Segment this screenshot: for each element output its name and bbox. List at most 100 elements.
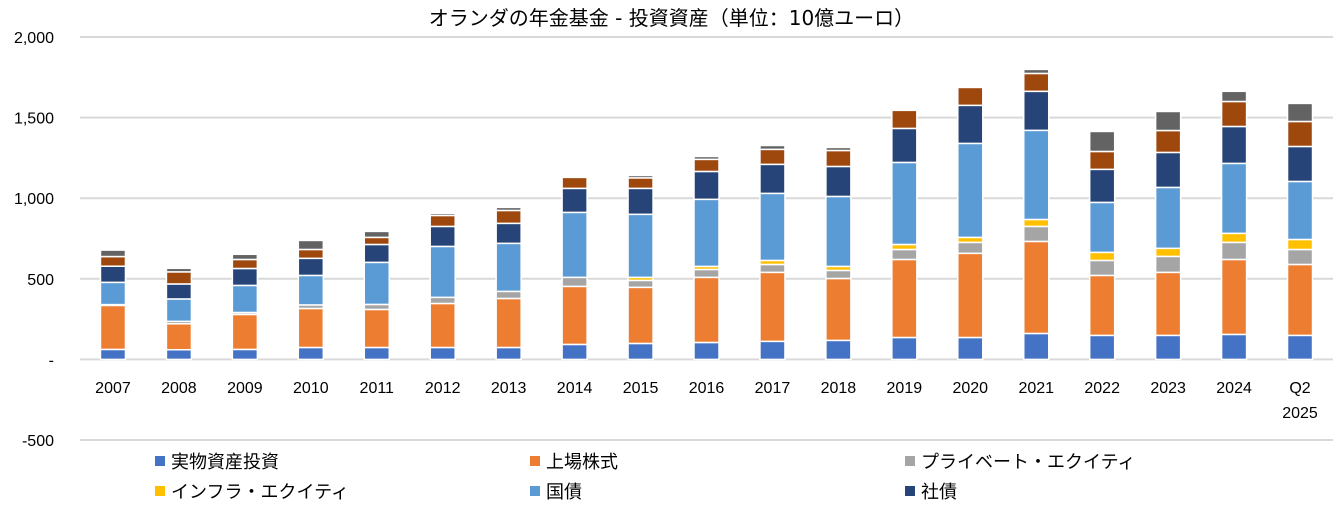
bar-stack [561,176,588,361]
y-tick-label: -500 [22,433,54,450]
bar-segment-series-0 [561,343,588,361]
legend-item: 実物資産投資 [155,448,279,474]
bar-segment-series-7 [429,212,456,217]
bar-segment-series-4 [1022,129,1050,221]
bar-segment-series-3 [1286,238,1314,251]
bar-segment-series-4 [99,281,127,306]
bar-segment-series-2 [1022,225,1050,243]
bar-stack [1286,102,1314,361]
bar-segment-series-5 [495,222,522,245]
bar-segment-series-6 [627,177,654,190]
bar-segment-series-5 [1088,168,1116,204]
bar-segment-series-6 [561,176,588,190]
bar-segment-series-4 [561,211,588,279]
bar-segment-series-4 [363,261,391,306]
bar-segment-series-5 [561,187,588,214]
bar-segment-series-0 [495,346,522,361]
bar-segment-series-1 [1022,240,1050,335]
x-tick-label: Q2 2025 [1282,380,1318,422]
bar-segment-series-5 [429,225,456,248]
bar-segment-series-1 [561,285,588,346]
bar-segment-series-4 [1286,180,1314,241]
bar-stack [891,109,918,361]
bar-segment-series-6 [429,214,456,228]
bar-segment-series-6 [1220,100,1248,128]
legend-label: 実物資産投資 [171,452,279,473]
bar-segment-series-7 [363,230,391,239]
bar-segment-series-4 [759,192,786,262]
bar-segment-series-7 [825,146,852,152]
legend-swatch [155,456,165,466]
bar-segment-series-0 [1022,332,1050,361]
bar-segment-series-0 [165,348,193,361]
bar-segment-series-2 [495,290,522,300]
bar-segment-series-0 [99,348,127,361]
bar-stack [957,86,984,361]
x-tick-label: 2020 [952,380,988,397]
bar-segment-series-5 [1220,125,1248,165]
bar-segment-series-4 [495,242,522,293]
bar-segment-series-2 [561,276,588,288]
bar-segment-series-0 [1154,334,1182,361]
legend-swatch [530,456,540,466]
legend-label: 上場株式 [546,452,618,473]
legend-label: 国債 [546,482,582,503]
bar-segment-series-1 [1088,274,1116,337]
bar-segment-series-7 [99,249,127,258]
bar-segment-series-7 [693,155,720,161]
bar-stack [627,174,654,361]
bar-segment-series-7 [627,174,654,179]
x-tick-label: 2015 [623,380,659,397]
bar-segment-series-6 [957,86,984,107]
x-tick-label: 2010 [293,380,329,397]
bar-segment-series-5 [891,127,918,164]
legend-item: プライベート・エクイティ [905,448,1136,474]
bar-segment-series-5 [297,257,325,277]
bar-segment-series-4 [693,198,720,268]
x-tick-label: 2018 [821,380,857,397]
bar-segment-series-7 [297,239,325,251]
bar-stack [1088,130,1116,361]
bar-segment-series-4 [891,161,918,246]
bar-segment-series-2 [627,279,654,289]
y-tick-label: 1,000 [14,191,54,208]
bar-segment-series-5 [363,243,391,264]
bar-segment-series-2 [1286,248,1314,266]
bar-stack [1154,110,1182,361]
bar-segment-series-5 [627,187,654,216]
bar-segment-series-4 [1088,201,1116,254]
legend-swatch [905,456,915,466]
bar-segment-series-0 [825,339,852,361]
bar-segment-series-1 [825,277,852,342]
x-tick-label: 2008 [161,380,197,397]
bar-segment-series-0 [1286,334,1314,361]
bar-segment-series-7 [495,206,522,212]
bar-segment-series-2 [1220,241,1248,261]
x-tick-label: 2009 [227,380,263,397]
bar-segment-series-0 [891,336,918,361]
bar-segment-series-3 [1220,232,1248,244]
legend-item: インフラ・エクイティ [155,478,349,504]
x-tick-label: 2019 [887,380,923,397]
bar-segment-series-5 [1286,145,1314,183]
bar-stack [1022,68,1050,361]
legend-item: 国債 [530,478,582,504]
bar-segment-series-2 [759,263,786,274]
bar-segment-series-6 [759,148,786,166]
bar-segment-series-0 [429,346,456,361]
x-tick-label: 2007 [95,380,131,397]
bar-segment-series-0 [231,348,259,361]
y-axis-tick-labels: 2,000 1,500 1,000 500 - -500 [14,30,54,450]
bar-segment-series-1 [957,252,984,339]
bar-segment-series-4 [297,274,325,306]
bar-segment-series-0 [1220,333,1248,361]
bar-segment-series-2 [693,268,720,279]
bar-segment-series-5 [759,163,786,195]
bar-segment-series-2 [1088,259,1116,277]
bar-segment-series-7 [1022,68,1050,75]
legend-label: インフラ・エクイティ [171,482,350,503]
bar-segment-series-5 [231,267,259,287]
bar-segment-series-2 [891,248,918,261]
bar-segment-series-6 [891,109,918,130]
x-tick-label: 2017 [755,380,791,397]
